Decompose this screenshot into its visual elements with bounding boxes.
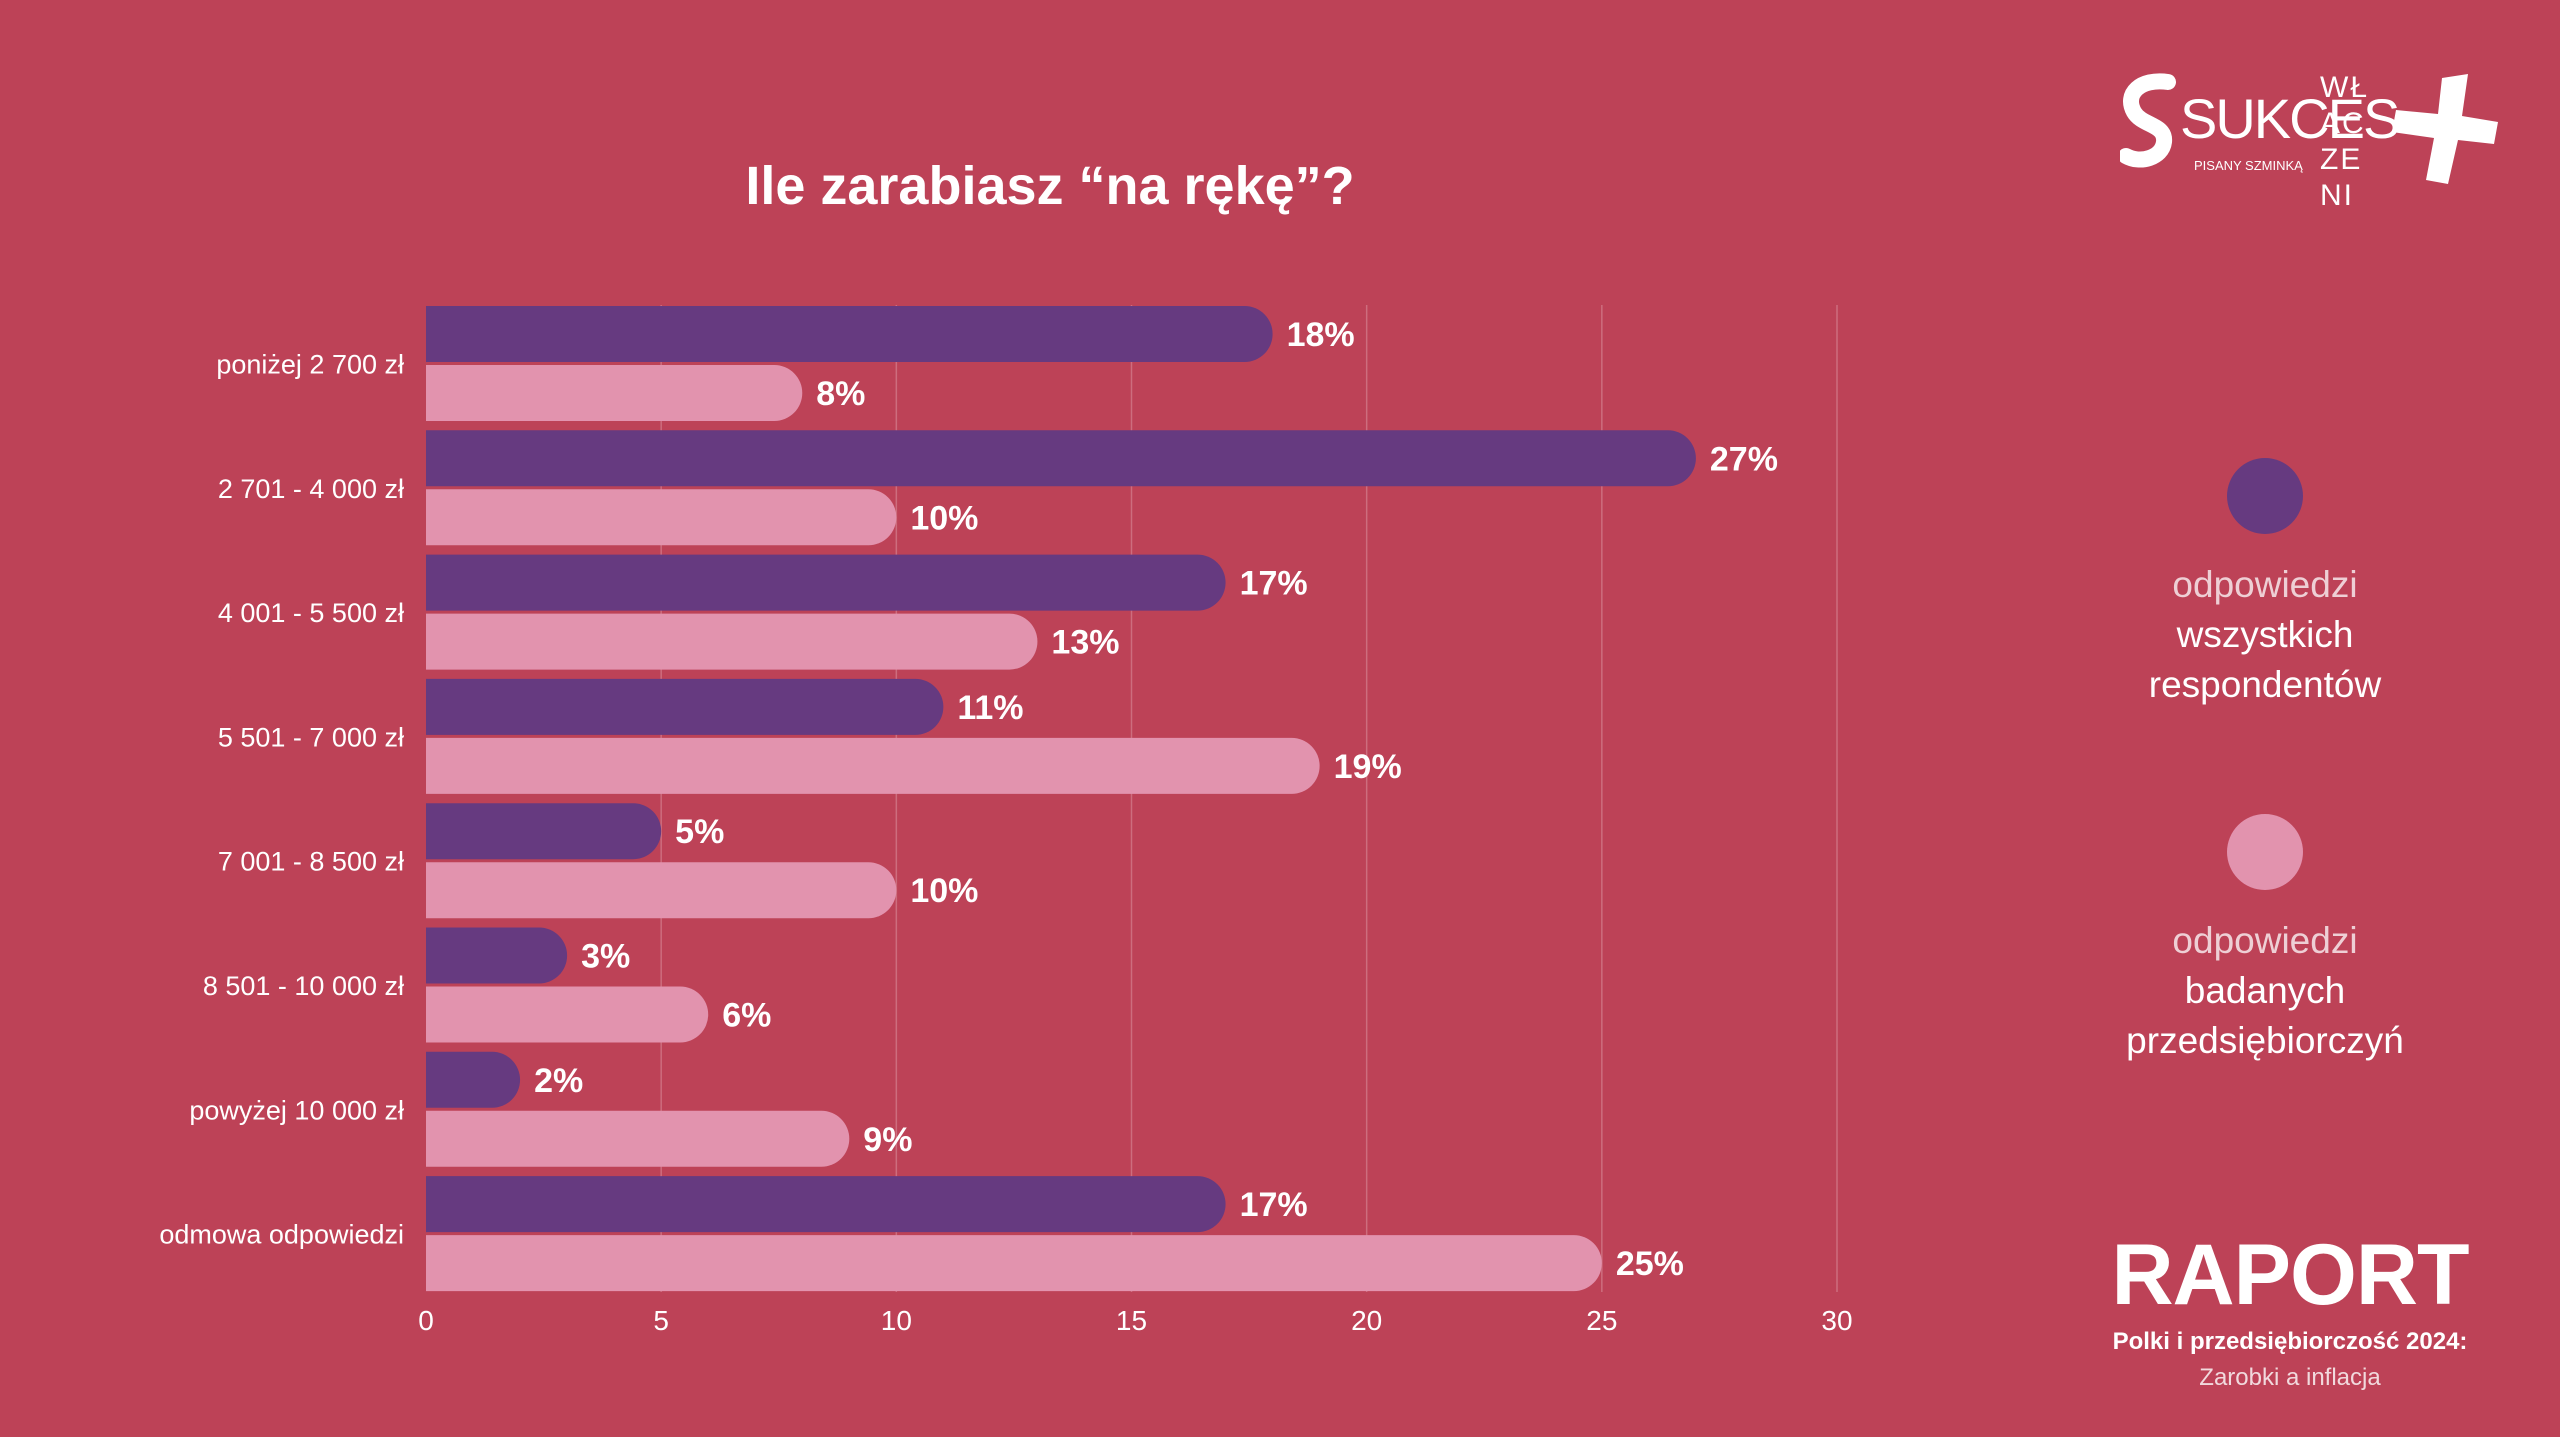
bar-entrepreneurs: [426, 1110, 850, 1167]
bar-entrepreneurs: [426, 737, 1320, 794]
x-tick-label: 30: [1821, 1305, 1852, 1336]
category-label: 5 501 - 7 000 zł: [218, 722, 404, 752]
data-label: 25%: [1616, 1245, 1684, 1283]
legend-dot-entrepreneurs: [2227, 814, 2303, 890]
data-label: 11%: [957, 689, 1023, 727]
x-tick-label: 5: [653, 1305, 669, 1336]
data-label: 17%: [1240, 565, 1308, 603]
category-label: 8 501 - 10 000 zł: [203, 971, 404, 1001]
bar-entrepreneurs: [426, 489, 897, 546]
report-title: RAPORT: [2111, 1227, 2469, 1323]
x-tick-label: 25: [1586, 1305, 1617, 1336]
legend-entrepreneurs-line1: odpowiedzi: [2172, 920, 2358, 961]
data-label: 10%: [910, 499, 978, 537]
data-label: 13%: [1051, 624, 1119, 662]
data-label: 8%: [816, 375, 865, 413]
category-label: 2 701 - 4 000 zł: [218, 474, 404, 504]
bar-all: [426, 803, 662, 860]
category-label: 7 001 - 8 500 zł: [218, 847, 404, 877]
data-label: 3%: [581, 938, 630, 976]
x-tick-label: 20: [1351, 1305, 1382, 1336]
report-subtitle: Polki i przedsiębiorczość 2024:: [2112, 1328, 2468, 1355]
category-label: 4 001 - 5 500 zł: [218, 598, 404, 628]
bar-all: [426, 1051, 521, 1108]
wlaczeni-logo: WŁACZENI: [2320, 70, 2500, 212]
data-label: 17%: [1240, 1186, 1308, 1224]
legend-all-line3: respondentów: [2148, 664, 2382, 705]
plus-mark-icon: [2392, 74, 2498, 184]
bar-all: [426, 927, 568, 984]
bar-entrepreneurs: [426, 365, 803, 421]
x-tick-label: 15: [1116, 1305, 1147, 1336]
legend-item-entrepreneurs: odpowiedzi badanych przedsiębiorczyń: [2050, 814, 2480, 1066]
data-label: 9%: [863, 1121, 912, 1159]
legend-item-all: odpowiedzi wszystkich respondentów: [2050, 458, 2480, 710]
category-label: powyżej 10 000 zł: [189, 1095, 404, 1125]
bar-all: [426, 430, 1696, 487]
data-label: 5%: [675, 813, 724, 851]
data-label: 6%: [722, 997, 771, 1035]
bar-entrepreneurs: [426, 1235, 1602, 1292]
x-tick-label: 0: [418, 1305, 434, 1336]
chart-title: Ile zarabiasz “na rękę”?: [745, 156, 1355, 216]
legend-all-line2: wszystkich: [2176, 614, 2354, 655]
legend-all-line1: odpowiedzi: [2172, 564, 2358, 605]
sukces-logo-tagline: PISANY SZMINKĄ: [2194, 158, 2303, 173]
sukces-logo-name: SUKCES: [2180, 87, 2400, 150]
x-tick-label: 10: [881, 1305, 912, 1336]
legend-dot-all: [2227, 458, 2303, 534]
legend-entrepreneurs-line3: przedsiębiorczyń: [2126, 1020, 2404, 1061]
data-label: 27%: [1710, 440, 1778, 478]
data-label: 19%: [1334, 748, 1402, 786]
data-label: 18%: [1287, 316, 1355, 354]
category-label: poniżej 2 700 zł: [216, 350, 404, 380]
wlaczeni-logo-text: WŁACZENI: [2320, 71, 2369, 212]
report-block: RAPORT Polki i przedsiębiorczość 2024: Z…: [2070, 1230, 2510, 1396]
bar-all: [426, 306, 1273, 362]
bar-all: [426, 678, 944, 735]
report-topic: Zarobki a inflacja: [2199, 1364, 2381, 1391]
bar-entrepreneurs: [426, 613, 1038, 670]
legend-entrepreneurs-line2: badanych: [2184, 970, 2346, 1011]
bar-all: [426, 1176, 1226, 1233]
bar-all: [426, 554, 1226, 611]
bar-entrepreneurs: [426, 862, 897, 919]
bar-entrepreneurs: [426, 986, 709, 1043]
data-label: 10%: [910, 872, 978, 910]
sukces-s-mark-icon: [2120, 73, 2176, 168]
data-label: 2%: [534, 1062, 583, 1100]
category-label: odmowa odpowiedzi: [159, 1220, 404, 1250]
